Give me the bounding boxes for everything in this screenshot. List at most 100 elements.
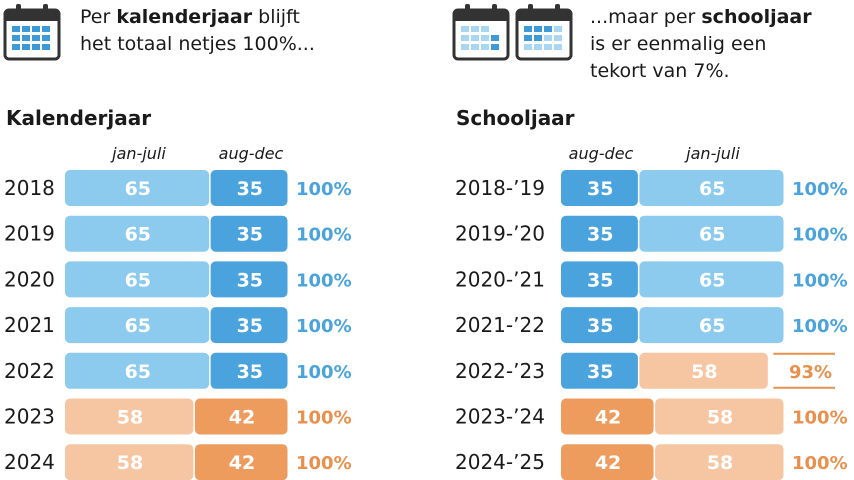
bar-segment: [65, 398, 194, 435]
category-label: 2023-’24: [455, 405, 545, 429]
bar-segment: [561, 261, 638, 298]
calendar-icon: [515, 4, 573, 61]
bar-value-label: 58: [117, 452, 143, 474]
bar-value-label: 35: [587, 269, 613, 291]
total-label: 100%: [792, 408, 848, 429]
bar-segment: [639, 170, 784, 206]
bar-segment: [65, 215, 210, 252]
bar-value-label: 42: [595, 407, 621, 429]
bar-segment: [65, 444, 194, 480]
bar-segment: [65, 352, 210, 389]
bar-segment: [210, 170, 288, 206]
intro-left-pre: Per: [80, 6, 117, 28]
bar-value-label: 58: [707, 452, 733, 474]
bar-segment: [210, 215, 288, 252]
bar-value-label: 58: [691, 361, 717, 383]
total-label: 100%: [792, 453, 848, 474]
column-header: jan-juli: [686, 144, 740, 163]
category-label: 2020: [4, 267, 55, 291]
calendar-icon: [452, 4, 510, 61]
intro-left-line2: het totaal netjes 100%...: [80, 33, 315, 55]
bar-value-label: 65: [699, 178, 725, 200]
bar-segment: [194, 444, 288, 480]
bar-segment: [561, 398, 654, 435]
bar-segment: [655, 398, 784, 435]
bar-segment: [561, 307, 638, 344]
category-label: 2019-’20: [455, 222, 545, 246]
total-label: 93%: [789, 362, 832, 383]
total-label: 100%: [792, 270, 848, 291]
bar-segment: [561, 170, 638, 206]
total-label: 100%: [296, 453, 352, 474]
bar-value-label: 65: [125, 269, 151, 291]
intro-right: ...maar per schooljaar is er eenmalig ee…: [590, 4, 812, 85]
total-label: 100%: [296, 316, 352, 337]
intro-left-bold: kalenderjaar: [116, 6, 253, 28]
bar-value-label: 35: [237, 178, 263, 200]
column-header: aug-dec: [568, 144, 634, 163]
category-label: 2018: [4, 176, 55, 200]
total-label: 100%: [296, 225, 352, 246]
bar-segment: [210, 261, 288, 298]
bar-segment: [65, 261, 210, 298]
bar-value-label: 42: [229, 452, 255, 474]
intro-right-bold: schooljaar: [701, 6, 812, 28]
column-header: jan-juli: [112, 144, 166, 163]
column-header: aug-dec: [218, 144, 284, 163]
total-label: 100%: [792, 225, 848, 246]
category-label: 2019: [4, 222, 55, 246]
bar-segment: [561, 352, 638, 389]
bar-segment: [210, 352, 288, 389]
bar-segment: [561, 444, 654, 480]
bar-segment: [655, 444, 784, 480]
bar-segment: [639, 215, 784, 252]
category-label: 2020-’21: [455, 267, 545, 291]
bar-value-label: 65: [699, 315, 725, 337]
intro-right-line3: tekort van 7%.: [590, 60, 730, 82]
category-label: 2024: [4, 450, 55, 474]
calendar-icon: [3, 4, 61, 61]
intro-right-line2: is er eenmalig een: [590, 33, 767, 55]
category-label: 2021-’22: [455, 313, 545, 337]
bar-segment: [194, 398, 288, 435]
category-label: 2022-’23: [455, 359, 545, 383]
bar-segment: [210, 307, 288, 344]
bar-value-label: 35: [237, 224, 263, 246]
bar-value-label: 58: [117, 407, 143, 429]
category-label: 2021: [4, 313, 55, 337]
bar-value-label: 42: [595, 452, 621, 474]
bar-segment: [639, 261, 784, 298]
total-label: 100%: [296, 408, 352, 429]
panel-title-kalenderjaar: Kalenderjaar: [6, 106, 152, 130]
total-label: 100%: [296, 270, 352, 291]
bar-value-label: 35: [237, 315, 263, 337]
bar-value-label: 35: [587, 315, 613, 337]
bar-segment: [65, 307, 210, 344]
bar-value-label: 35: [237, 361, 263, 383]
bar-segment: [65, 170, 210, 206]
intro-left: Per kalenderjaar blijft het totaal netje…: [80, 4, 315, 58]
bar-segment: [639, 307, 784, 344]
bar-segment: [639, 352, 768, 389]
total-label: 100%: [792, 179, 848, 200]
bar-value-label: 35: [237, 269, 263, 291]
bar-value-label: 65: [125, 224, 151, 246]
bar-segment: [561, 215, 638, 252]
bar-value-label: 42: [229, 407, 255, 429]
intro-left-mid: blijft: [252, 6, 300, 28]
panel-title-schooljaar: Schooljaar: [456, 106, 575, 130]
bar-value-label: 35: [587, 178, 613, 200]
bar-value-label: 35: [587, 224, 613, 246]
bar-value-label: 65: [125, 315, 151, 337]
bar-value-label: 65: [125, 361, 151, 383]
category-label: 2022: [4, 359, 55, 383]
bar-value-label: 35: [587, 361, 613, 383]
total-label: 100%: [792, 316, 848, 337]
total-label: 100%: [296, 362, 352, 383]
category-label: 2024-’25: [455, 450, 545, 474]
bar-value-label: 65: [699, 224, 725, 246]
category-label: 2023: [4, 405, 55, 429]
bar-value-label: 65: [125, 178, 151, 200]
category-label: 2018-’19: [455, 176, 545, 200]
